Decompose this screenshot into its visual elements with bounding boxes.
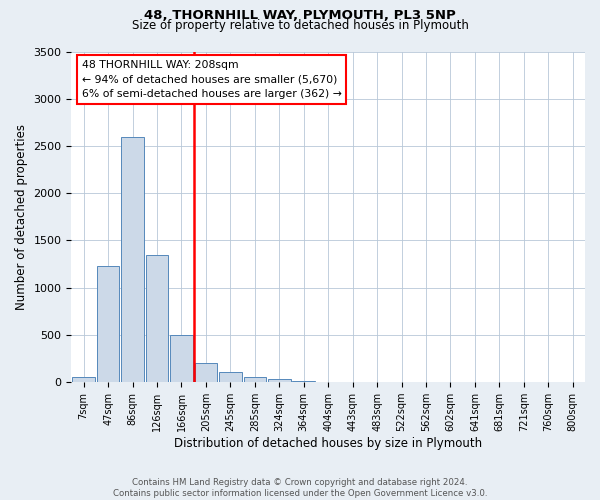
Y-axis label: Number of detached properties: Number of detached properties [15,124,28,310]
Bar [219,372,242,382]
Text: 48, THORNHILL WAY, PLYMOUTH, PL3 5NP: 48, THORNHILL WAY, PLYMOUTH, PL3 5NP [144,9,456,22]
X-axis label: Distribution of detached houses by size in Plymouth: Distribution of detached houses by size … [174,437,482,450]
Bar [73,378,95,382]
Bar [194,364,217,382]
Bar [268,380,290,382]
Text: Contains HM Land Registry data © Crown copyright and database right 2024.
Contai: Contains HM Land Registry data © Crown c… [113,478,487,498]
Bar [97,266,119,382]
Bar [146,254,168,382]
Bar [121,138,144,382]
Bar [170,335,193,382]
Text: Size of property relative to detached houses in Plymouth: Size of property relative to detached ho… [131,18,469,32]
Bar [244,378,266,382]
Text: 48 THORNHILL WAY: 208sqm
← 94% of detached houses are smaller (5,670)
6% of semi: 48 THORNHILL WAY: 208sqm ← 94% of detach… [82,60,341,100]
